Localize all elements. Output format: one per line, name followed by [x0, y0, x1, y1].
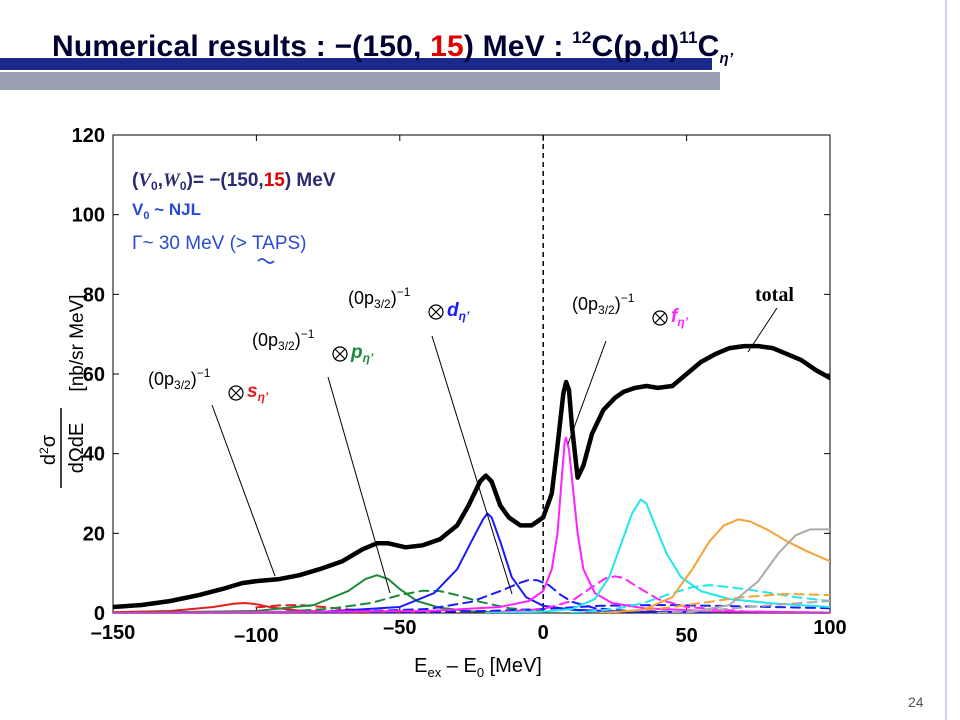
y-tick-label: 100 — [72, 205, 105, 227]
series-d-dashed — [312, 578, 688, 613]
series-f-dashed — [484, 575, 830, 613]
series-p-dashed — [255, 589, 545, 613]
otimes-icon — [652, 310, 668, 326]
leader-line-3 — [567, 340, 607, 445]
s-wave-label-text: (0p3/2)−1 — [148, 366, 211, 392]
f-wave-label-text: (0p3/2)−1 — [572, 291, 635, 317]
x-axis-label: Eex – E0 [MeV] — [414, 655, 542, 680]
otimes-icon — [428, 304, 444, 320]
y-axis-unit: [nb/sr MeV] — [67, 294, 88, 391]
chart-axes — [112, 134, 831, 614]
series-cyan — [484, 498, 830, 613]
slide-title: Numerical results : −(150, 15) MeV : 12C… — [52, 28, 734, 67]
y-axis-label-denominator: dΩdE — [66, 423, 88, 474]
leader-line-2 — [431, 335, 513, 595]
params-line-2: V0 ~ NJL — [132, 200, 201, 222]
params-line-3: Γ~ 30 MeV (> TAPS) — [132, 233, 307, 254]
y-axis-label-numerator: d2σ — [37, 434, 60, 465]
x-tick-label: 50 — [675, 625, 697, 647]
right-border-line — [945, 0, 947, 720]
y-tick-label: 20 — [83, 523, 105, 545]
title-underline-blue — [0, 58, 712, 70]
p-wave-label: (0p3/2)−1 pη’ — [252, 327, 374, 365]
otimes-cross — [430, 306, 442, 318]
total-label: total — [755, 284, 794, 306]
s-wave-label: (0p3/2)−1 sη’ — [148, 366, 269, 404]
x-tick-label: 100 — [813, 617, 846, 639]
d-wave-label: (0p3/2)−1 dη’ — [348, 285, 470, 323]
s-wave-label-wave: sη’ — [247, 381, 269, 404]
series-grey-dashed — [656, 600, 830, 613]
otimes-cross — [230, 387, 242, 399]
leader-line-4 — [747, 307, 778, 353]
otimes-icon — [228, 385, 244, 401]
y-tick-label: 40 — [83, 444, 105, 466]
params-line-1: (V0,W0)= −(150,15) MeV — [132, 170, 336, 193]
y-tick-label: 0 — [94, 603, 105, 625]
title-underline-grey — [0, 72, 720, 90]
y-tick-label: 120 — [72, 125, 105, 147]
series-p — [113, 574, 516, 613]
series-s-dashed — [255, 604, 416, 613]
leader-line-0 — [211, 404, 276, 577]
series-total — [113, 343, 830, 610]
chart-curves — [113, 343, 830, 613]
y-axis-label: d2σ dΩdE [nb/sr MeV] — [37, 294, 88, 488]
leader-line-1 — [327, 376, 391, 594]
otimes-cross — [334, 348, 346, 360]
series-cyan-dashed — [570, 584, 830, 613]
f-wave-label-wave: fη’ — [671, 306, 689, 329]
f-wave-label: (0p3/2)−1 fη’ — [572, 291, 689, 329]
d-wave-label-text: (0p3/2)−1 — [348, 285, 411, 311]
y-tick-label: 60 — [83, 364, 105, 386]
otimes-cross — [654, 312, 666, 324]
otimes-icon — [332, 346, 348, 362]
series-orange-dashed — [599, 592, 830, 613]
p-wave-label-wave: pη’ — [350, 342, 374, 365]
series-f — [113, 436, 830, 613]
x-tick-label: 0 — [538, 622, 549, 644]
x-tick-label: –150 — [91, 622, 136, 644]
page-number: 24 — [908, 694, 924, 710]
x-tick-label: –50 — [383, 617, 416, 639]
y-tick-label: 80 — [83, 284, 105, 306]
series-orange — [599, 518, 830, 613]
x-tick-label: –100 — [234, 625, 279, 647]
chart-labels: 0 20 40 60 80 100 120 –150 –100 –50 0 50 100 Eex – E0… — [37, 125, 847, 680]
p-wave-label-text: (0p3/2)−1 — [252, 327, 315, 353]
d-wave-label-wave: dη’ — [447, 300, 470, 323]
tilde-under-gt — [257, 258, 275, 264]
series-grey — [685, 528, 830, 613]
